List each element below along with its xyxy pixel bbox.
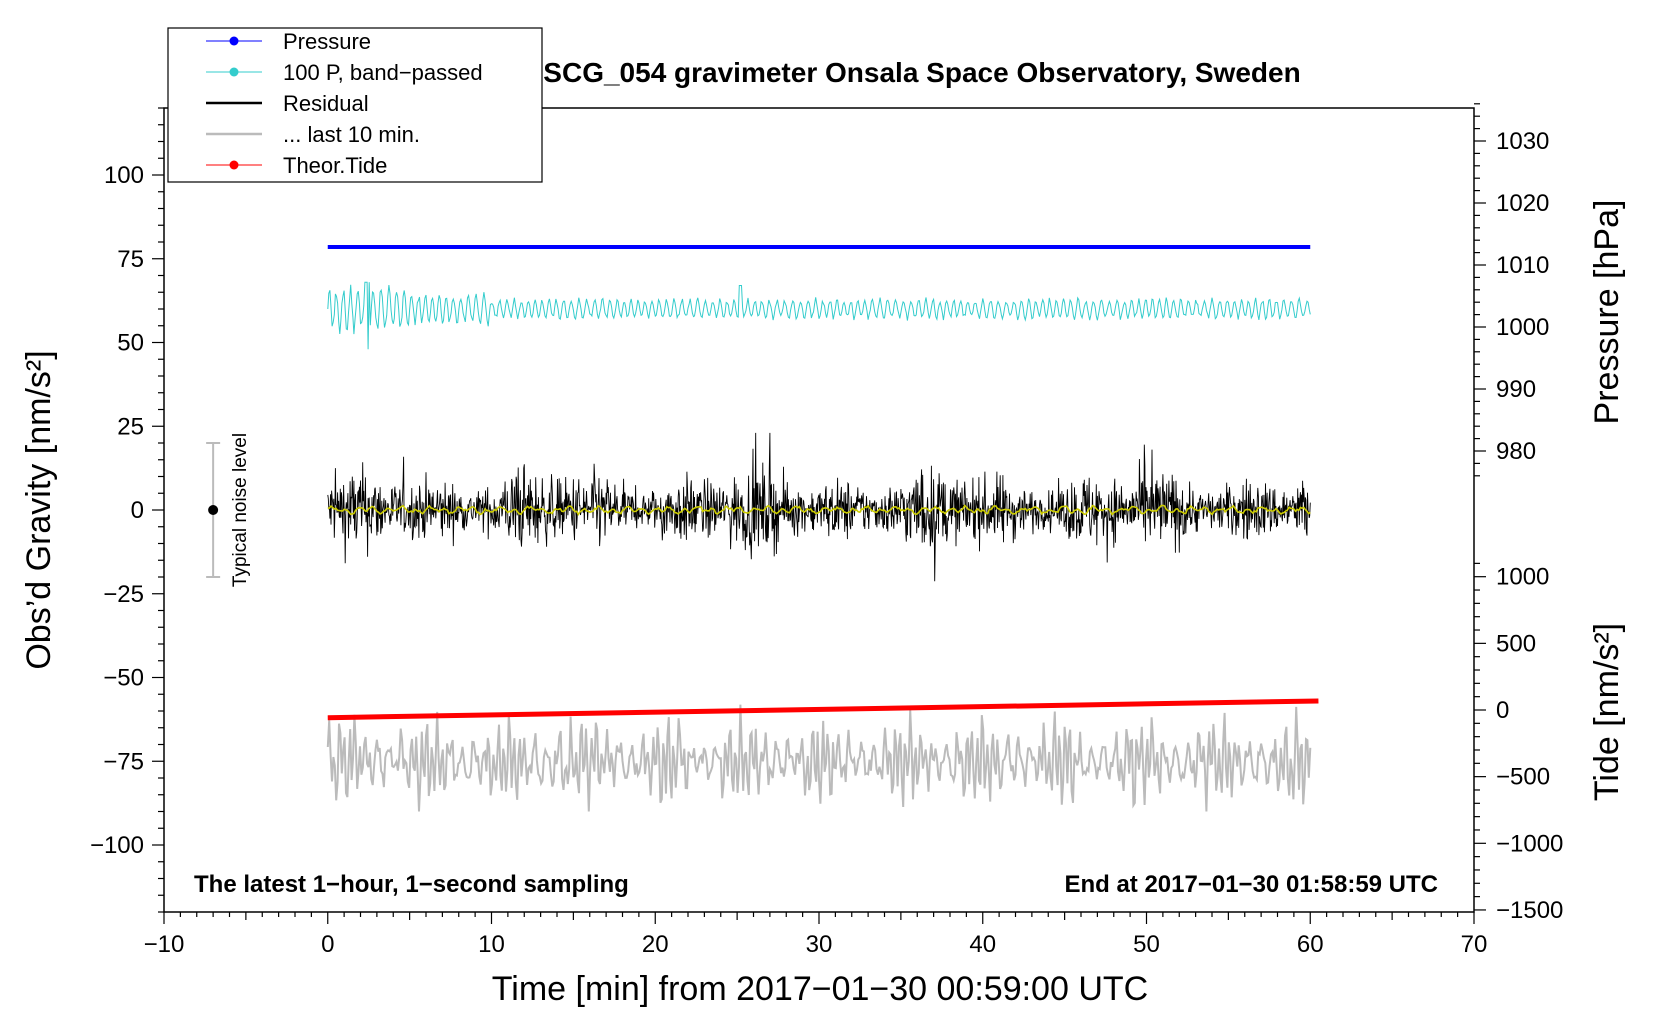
y-axis-ticks-left: −100 −75 −50 −25 0 25 50 75 100 xyxy=(90,107,164,913)
y-tick-label: −50 xyxy=(103,665,144,692)
tide-tick-label: 500 xyxy=(1496,630,1536,657)
y-tick-label: −25 xyxy=(103,581,144,608)
y-tick-label: −100 xyxy=(90,832,144,859)
series-residual-smoothed xyxy=(327,504,1311,516)
legend-box xyxy=(167,27,543,183)
y-axis-title-pressure: Pressure [hPa] xyxy=(1588,200,1626,425)
y-tick-label: 75 xyxy=(117,246,144,273)
series-residual xyxy=(327,432,1311,582)
y-axis-ticks-pressure: 980 990 1000 1010 1020 1030 xyxy=(1474,103,1549,477)
y-axis-title-left: Obs’d Gravity [nm/s²] xyxy=(20,350,58,669)
legend-label: Pressure xyxy=(283,29,371,54)
y-tick-label: 0 xyxy=(131,497,144,524)
x-axis-title: Time [min] from 2017−01−30 00:59:00 UTC xyxy=(492,970,1148,1008)
legend: Pressure 100 P, band−passed Residual ... la… xyxy=(167,27,543,183)
noise-center-dot xyxy=(208,505,219,515)
x-tick-label: −10 xyxy=(144,931,185,958)
tide-tick-label: 1000 xyxy=(1496,564,1549,591)
legend-marker xyxy=(229,160,239,170)
y-tick-label: 100 xyxy=(104,162,144,189)
legend-marker xyxy=(229,67,239,77)
x-tick-label: 40 xyxy=(969,931,996,958)
pressure-tick-label: 990 xyxy=(1496,376,1536,403)
annotation-sampling: The latest 1−hour, 1−second sampling xyxy=(194,871,629,898)
series-last-10-min xyxy=(326,704,1312,812)
chart-title: SCG_054 gravimeter Onsala Space Observat… xyxy=(543,57,1300,88)
tide-tick-label: −1500 xyxy=(1496,897,1563,924)
x-tick-label: 30 xyxy=(806,931,833,958)
x-tick-label: 10 xyxy=(478,931,505,958)
x-tick-label: 70 xyxy=(1461,931,1488,958)
legend-marker xyxy=(229,36,239,46)
x-tick-label: 60 xyxy=(1297,931,1324,958)
series-theor-tide xyxy=(327,698,1319,721)
x-tick-label: 50 xyxy=(1133,931,1160,958)
x-tick-label: 20 xyxy=(642,931,669,958)
legend-label: Residual xyxy=(283,91,369,116)
legend-label: Theor.Tide xyxy=(283,153,387,178)
data-series xyxy=(326,245,1319,812)
y-tick-label: 25 xyxy=(117,413,144,440)
series-band-passed xyxy=(327,281,1311,350)
x-tick-label: 0 xyxy=(321,931,334,958)
y-tick-label: 50 xyxy=(117,330,144,357)
pressure-tick-label: 980 xyxy=(1496,438,1536,465)
noise-level-indicator xyxy=(206,442,221,578)
y-tick-label: −75 xyxy=(103,748,144,775)
x-axis-ticks: −10 0 10 20 30 40 50 60 70 xyxy=(144,912,1488,958)
tide-tick-label: −1000 xyxy=(1496,830,1563,857)
legend-label: 100 P, band−passed xyxy=(283,60,483,85)
pressure-tick-label: 1030 xyxy=(1496,128,1549,155)
annotation-end-time: End at 2017−01−30 01:58:59 UTC xyxy=(1064,871,1438,898)
tide-tick-label: −500 xyxy=(1496,764,1550,791)
pressure-tick-label: 1000 xyxy=(1496,314,1549,341)
legend-label: ... last 10 min. xyxy=(283,122,420,147)
tide-tick-label: 0 xyxy=(1496,697,1509,724)
y-axis-ticks-tide: −1500 −1000 −500 0 500 1000 xyxy=(1474,562,1563,924)
noise-level-label: Typical noise level xyxy=(230,433,251,587)
pressure-tick-label: 1020 xyxy=(1496,190,1549,217)
y-axis-title-tide: Tide [nm/s²] xyxy=(1588,623,1626,801)
pressure-tick-label: 1010 xyxy=(1496,252,1549,279)
